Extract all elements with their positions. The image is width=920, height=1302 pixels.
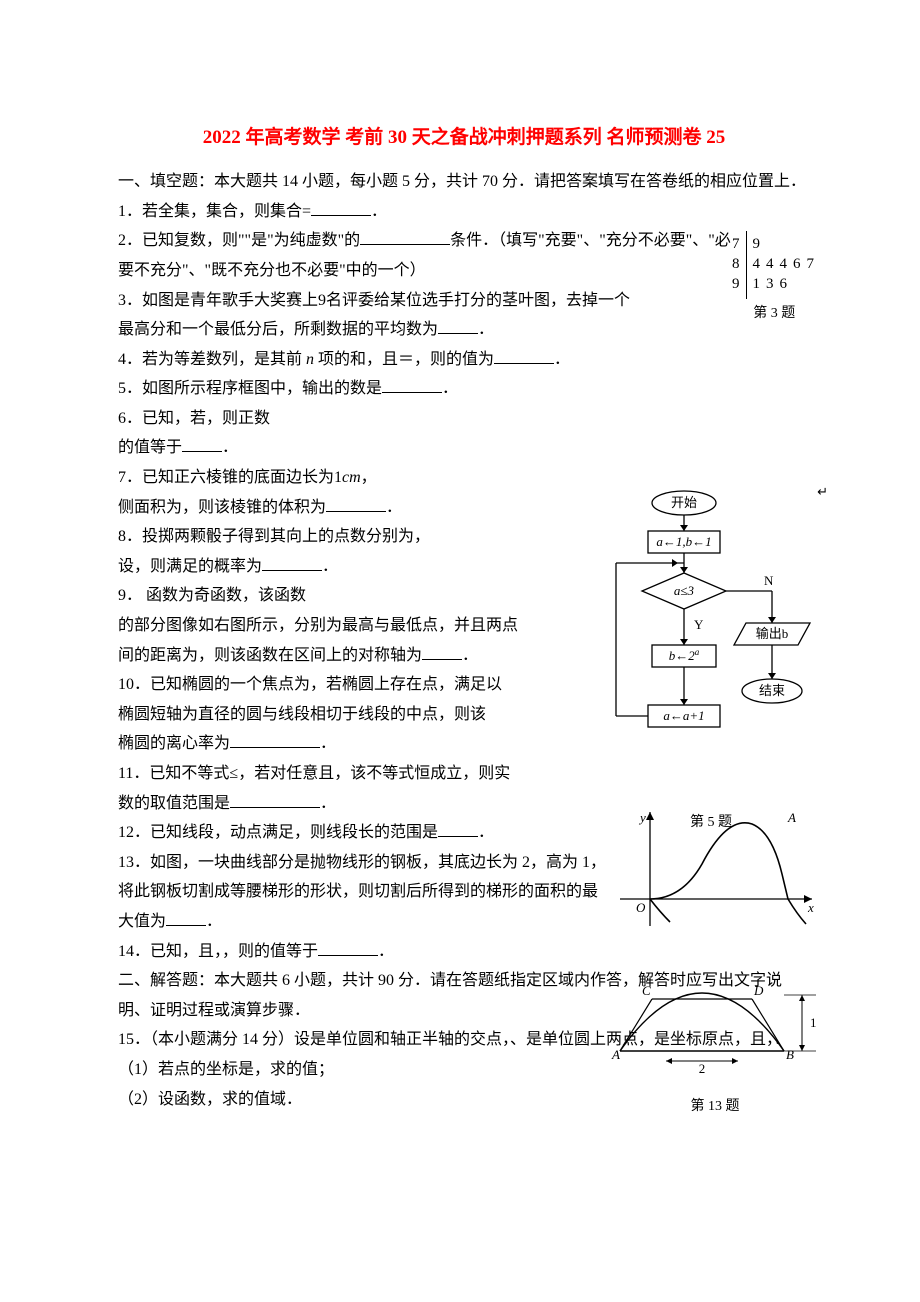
q1-end: ． xyxy=(371,203,387,220)
q3-end: ． xyxy=(478,321,494,338)
q7-end: ． xyxy=(386,499,402,516)
peak-a-label: A xyxy=(787,810,796,825)
fc-y: Y xyxy=(694,617,704,632)
q3-line2: 最高分和一个最低分后，所剩数据的平均数为 ． xyxy=(118,315,810,345)
y-axis-label: y xyxy=(638,810,646,825)
q4: 4．若为等差数列，是其前 n 项的和，且＝，则的值为 ． xyxy=(118,345,810,375)
q8-blank xyxy=(262,555,322,571)
q2-line2: 要不充分"、"既不充分也不必要"中的一个） xyxy=(118,256,810,286)
q4-n: n xyxy=(306,351,314,368)
q10c: 椭圆的离心率为 xyxy=(118,735,230,752)
q1-blank xyxy=(311,200,371,216)
trap-caption: 第 13 题 xyxy=(606,1094,824,1120)
q7a2: ， xyxy=(361,469,377,486)
stem-leaf-figure: 79 844467 9136 第 3 题 xyxy=(729,235,821,327)
q4-end: ． xyxy=(554,351,570,368)
fc-init: a←1,b←1 xyxy=(656,534,711,549)
leaf-9: 136 xyxy=(747,271,794,299)
q14-end: ． xyxy=(378,943,394,960)
q7a: 7．已知正六棱锥的底面边长为1 xyxy=(118,469,342,486)
q8-end: ． xyxy=(322,558,338,575)
q3b: 最高分和一个最低分后，所剩数据的平均数为 xyxy=(118,321,438,338)
fc-out: 输出b xyxy=(756,626,789,641)
q4a: 4．若为等差数列，是其前 xyxy=(118,351,306,368)
q5-blank xyxy=(382,377,442,393)
trapezoid-figure: A B C D 2 1 第 13 题 xyxy=(606,945,824,1085)
q1-text: 1．若全集，集合，则集合= xyxy=(118,203,311,220)
q9-blank xyxy=(422,644,462,660)
trap-B: B xyxy=(786,1047,794,1062)
q13c: 大值为 xyxy=(118,913,166,930)
q11b: 数的取值范围是 xyxy=(118,795,230,812)
q12-blank xyxy=(438,821,478,837)
stem-9: 9 xyxy=(729,271,747,299)
q6-blank xyxy=(182,436,222,452)
q6-line2: 的值等于 ． xyxy=(118,433,810,463)
content-area: 79 844467 9136 第 3 题 开始 a←1,b←1 a≤3 N xyxy=(118,167,810,1114)
q14-text: 14．已知，且，，则的值等于 xyxy=(118,943,318,960)
fc-inc: a←a+1 xyxy=(663,708,704,723)
trap-A: A xyxy=(611,1047,620,1062)
q12-end: ． xyxy=(478,824,494,841)
q5-end: ． xyxy=(442,380,458,397)
fc-n: N xyxy=(764,573,774,588)
q5: 5．如图所示程序框图中，输出的数是 ． xyxy=(118,374,810,404)
q9c: 间的距离为，则该函数在区间上的对称轴为 xyxy=(118,647,422,664)
q4-blank xyxy=(494,348,554,364)
flowchart-figure: 开始 a←1,b←1 a≤3 N 输出b 结束 xyxy=(596,477,826,797)
q13-end: ． xyxy=(206,913,222,930)
q13-blank xyxy=(166,910,206,926)
q2a: 2．已知复数，则""是"为纯虚数"的 xyxy=(118,232,360,249)
caption-cursor: ↵ xyxy=(817,480,828,504)
origin-label: O xyxy=(636,900,646,915)
trap-C: C xyxy=(642,983,651,998)
trap-bottom: 2 xyxy=(699,1061,706,1076)
q3-blank xyxy=(438,318,478,334)
q14-blank xyxy=(318,940,378,956)
q5-text: 5．如图所示程序框图中，输出的数是 xyxy=(118,380,382,397)
q10-blank xyxy=(230,732,320,748)
q12-text: 12．已知线段，动点满足，则线段长的范围是 xyxy=(118,824,438,841)
stemleaf-caption: 第 3 题 xyxy=(729,301,821,327)
q6-line1: 6．已知，若，则正数 xyxy=(118,404,810,434)
trap-height: 1 xyxy=(810,1015,817,1030)
q4b: 项的和，且＝，则的值为 xyxy=(314,351,494,368)
fc-step: b←2a xyxy=(669,647,700,663)
q8b: 设，则满足的概率为 xyxy=(118,558,262,575)
q7b: 侧面积为，则该棱锥的体积为 xyxy=(118,499,326,516)
q10-end: ． xyxy=(320,735,336,752)
q7-blank xyxy=(326,496,386,512)
fc-cond: a≤3 xyxy=(674,583,695,598)
x-axis-label: x xyxy=(807,900,814,915)
q6-end: ． xyxy=(222,439,238,456)
wave-figure: y x O A xyxy=(612,799,822,939)
q2-blank xyxy=(360,229,450,245)
q11-blank xyxy=(230,792,320,808)
section1-intro: 一、填空题：本大题共 14 小题，每小题 5 分，共计 70 分．请把答案填写在… xyxy=(118,167,810,197)
q2-line1: 2．已知复数，则""是"为纯虚数"的 条件．（填写"充要"、"充分不必要"、"必 xyxy=(118,226,810,256)
page-title: 2022 年高考数学 考前 30 天之备战冲刺押题系列 名师预测卷 25 xyxy=(118,120,810,155)
q3-line1: 3．如图是青年歌手大奖赛上9名评委给某位选手打分的茎叶图，去掉一个 xyxy=(118,286,810,316)
q9-end: ． xyxy=(462,647,478,664)
q7-cm: cm xyxy=(342,469,361,486)
q1: 1．若全集，集合，则集合= ． xyxy=(118,197,810,227)
fc-start: 开始 xyxy=(671,495,697,510)
q2b: 条件．（填写"充要"、"充分不必要"、"必 xyxy=(450,232,731,249)
fc-end: 结束 xyxy=(759,683,785,698)
q11-end: ． xyxy=(320,795,336,812)
trap-D: D xyxy=(753,983,764,998)
q6b: 的值等于 xyxy=(118,439,182,456)
